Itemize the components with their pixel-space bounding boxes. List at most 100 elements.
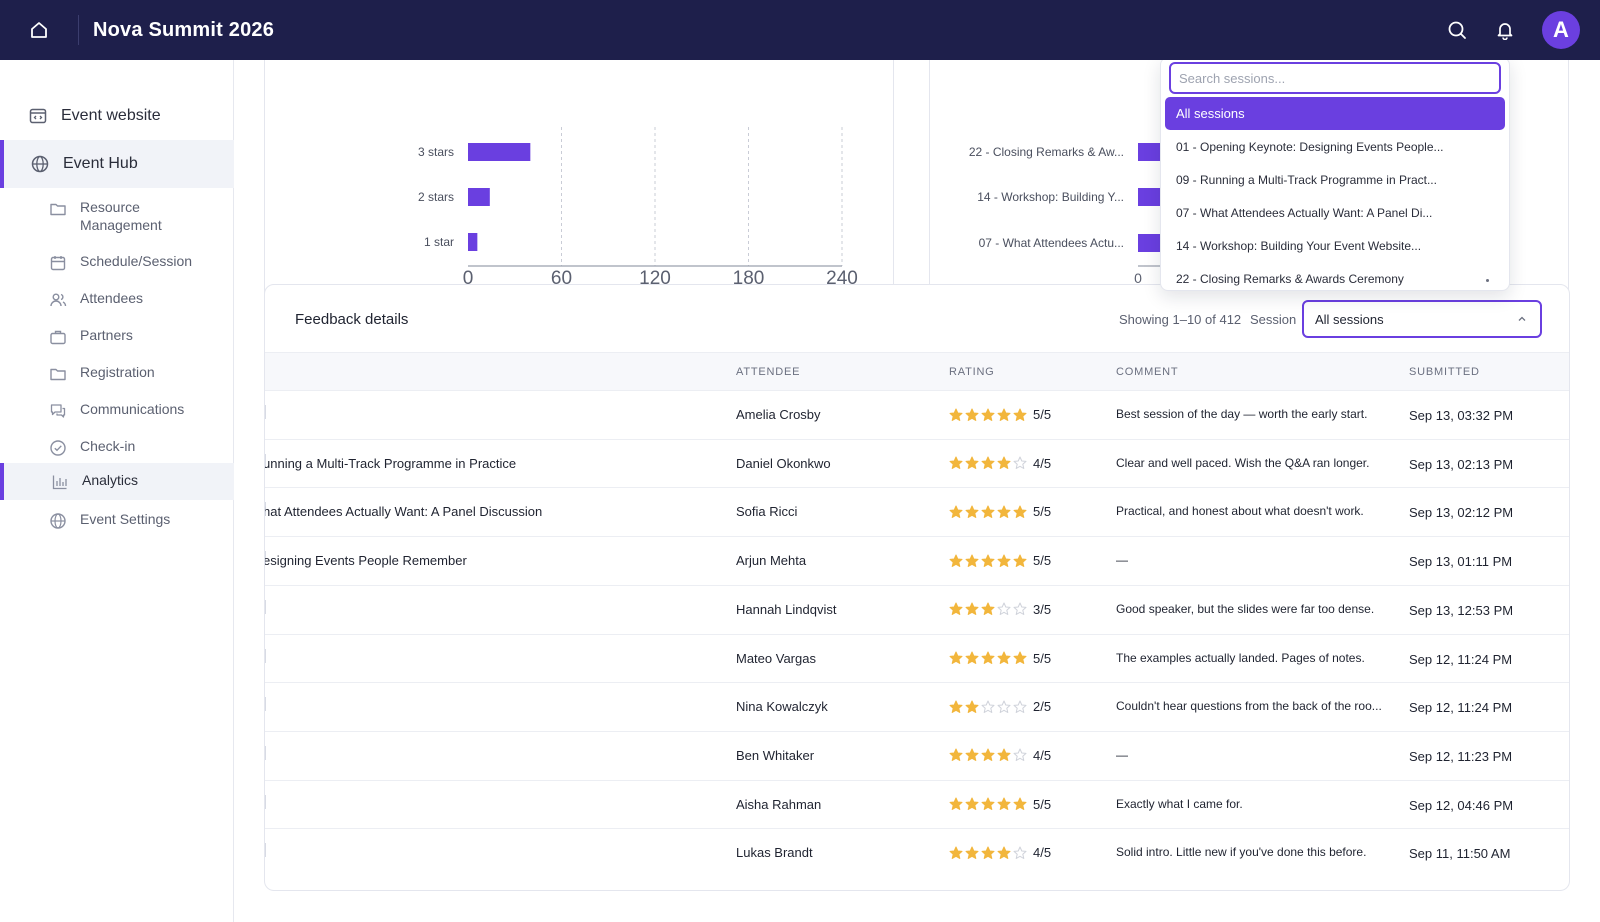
star-filled-icon: [965, 602, 979, 616]
sidebar: Event website Event Hub Resource Managem…: [0, 60, 234, 922]
table-row[interactable]: Amelia Crosby 5/5 Best session of the day …: [265, 390, 1569, 439]
column-header-comment[interactable]: COMMENT: [1116, 366, 1179, 378]
sidebar-item-label: Attendees: [80, 290, 144, 306]
session-option[interactable]: 14 - Workshop: Building Your Event Websi…: [1176, 238, 1422, 253]
star-empty-icon: [1013, 602, 1027, 616]
table-row[interactable]: unning a Multi-Track Programme in Practi…: [265, 438, 1569, 488]
bar-2-stars: [468, 188, 490, 206]
column-header-attendee[interactable]: ATTENDEE: [736, 366, 801, 378]
table-row[interactable]: Nina Kowalczyk 2/5 Couldn't hear questions…: [265, 682, 1569, 731]
session-option[interactable]: 22 - Closing Remarks & Awards Ceremony: [1176, 271, 1404, 286]
globe-icon: [48, 511, 68, 531]
comment-cell: Solid intro. Little new if you've done t…: [1116, 845, 1367, 860]
session-cell: esigning Events People Remember: [264, 553, 467, 569]
star-filled-icon: [949, 846, 963, 860]
table-row[interactable]: Ben Whitaker 4/5 — Sep 12, 11:23 PM: [265, 730, 1569, 780]
globe-icon: [29, 153, 51, 175]
submitted-cell: Sep 13, 03:32 PM: [1409, 408, 1514, 423]
x-tick-label: 120: [639, 268, 671, 289]
sidebar-item-event-website[interactable]: Event website: [0, 92, 234, 140]
star-rating: [949, 408, 1027, 422]
star-empty-icon: [1013, 456, 1027, 470]
sidebar-item-schedule-session[interactable]: Schedule/Session: [0, 252, 234, 276]
feedback-details-card: Feedback details Showing 1–10 of 412 Ses…: [264, 284, 1570, 891]
session-option-all[interactable]: All sessions: [1165, 97, 1505, 130]
star-filled-icon: [965, 748, 979, 762]
session-filter-label: Session: [1250, 312, 1297, 327]
rating-value: 2/5: [1033, 699, 1052, 715]
table-row[interactable]: hat Attendees Actually Want: A Panel Dis…: [265, 487, 1569, 536]
session-select[interactable]: All sessions: [1302, 300, 1542, 338]
submitted-cell: Sep 13, 01:11 PM: [1409, 554, 1513, 570]
star-empty-icon: [981, 700, 995, 714]
star-filled-icon: [997, 505, 1011, 519]
star-rating: [949, 554, 1027, 568]
star-filled-icon: [1013, 651, 1027, 665]
star-rating: [949, 505, 1027, 519]
table-row[interactable]: Hannah Lindqvist 3/5 Good speaker, but the…: [265, 584, 1569, 634]
sidebar-item-registration[interactable]: Registration: [0, 363, 234, 387]
avatar[interactable]: A: [1542, 11, 1580, 49]
session-option[interactable]: 09 - Running a Multi-Track Programme in …: [1176, 172, 1437, 187]
notifications-button[interactable]: [1494, 19, 1516, 41]
star-empty-icon: [1013, 846, 1027, 860]
comment-cell: Practical, and honest about what doesn't…: [1116, 504, 1364, 519]
rating-cell: 5/5: [949, 651, 1051, 666]
x-tick-label: 0: [1134, 270, 1142, 286]
attendee-cell: Mateo Vargas: [736, 650, 816, 666]
session-search-input[interactable]: [1169, 62, 1501, 94]
x-tick-label: 240: [826, 268, 858, 289]
sidebar-item-partners[interactable]: Partners: [0, 326, 234, 350]
calendar-icon: [48, 253, 68, 273]
star-rating: [949, 846, 1027, 860]
header-divider: [78, 15, 79, 45]
rating-value: 3/5: [1033, 601, 1052, 617]
sidebar-item-attendees[interactable]: Attendees: [0, 289, 234, 313]
star-filled-icon: [997, 651, 1011, 665]
briefcase-icon: [48, 327, 68, 347]
sidebar-item-resource-management[interactable]: Resource Management: [0, 198, 234, 244]
sidebar-item-label: Analytics: [82, 472, 139, 488]
session-option[interactable]: 01 - Opening Keynote: Designing Events P…: [1176, 139, 1444, 154]
column-header-submitted[interactable]: SUBMITTED: [1409, 366, 1480, 378]
category-label: 22 - Closing Remarks & Aw...: [969, 145, 1124, 159]
folder-icon: [48, 364, 68, 384]
submitted-cell: Sep 13, 02:13 PM: [1409, 456, 1514, 472]
star-rating: [949, 651, 1027, 665]
column-header-rating[interactable]: RATING: [949, 366, 995, 378]
category-label: 2 stars: [418, 190, 454, 204]
sidebar-item-analytics[interactable]: Analytics: [0, 463, 234, 500]
star-filled-icon: [997, 408, 1011, 422]
sidebar-item-event-hub[interactable]: Event Hub: [0, 140, 234, 188]
star-rating: [949, 602, 1027, 616]
star-filled-icon: [949, 456, 963, 470]
people-icon: [48, 290, 68, 310]
sidebar-item-check-in[interactable]: Check-in: [0, 437, 234, 461]
table-row[interactable]: Lukas Brandt 4/5 Solid intro. Little new i…: [265, 828, 1569, 877]
feedback-title: Feedback details: [295, 311, 409, 328]
sidebar-item-communications[interactable]: Communications: [0, 400, 234, 424]
rating-cell: 4/5: [949, 456, 1051, 471]
rating-cell: 5/5: [949, 797, 1051, 812]
table-row[interactable]: Aisha Rahman 5/5 Exactly what I came for. S…: [265, 779, 1569, 829]
sidebar-item-event-settings[interactable]: Event Settings: [0, 510, 234, 534]
attendee-cell: Nina Kowalczyk: [736, 699, 828, 715]
comment-cell: The examples actually landed. Pages of n…: [1116, 650, 1365, 665]
star-empty-icon: [1013, 700, 1027, 714]
home-button[interactable]: [0, 0, 78, 60]
check-circle-icon: [48, 438, 68, 458]
table-row[interactable]: esigning Events People Remember Arjun Meh…: [264, 536, 1569, 585]
row-divider: [265, 599, 266, 614]
sidebar-item-label: Resource Management: [80, 199, 162, 233]
star-filled-icon: [1013, 797, 1027, 811]
rating-cell: 5/5: [949, 407, 1051, 422]
table-row[interactable]: Mateo Vargas 5/5 The examples actually lan…: [265, 633, 1569, 683]
sidebar-item-label: Schedule/Session: [80, 253, 193, 269]
rating-value: 4/5: [1033, 747, 1052, 763]
rating-value: 5/5: [1033, 553, 1052, 569]
search-button[interactable]: [1446, 19, 1468, 41]
session-option[interactable]: 07 - What Attendees Actually Want: A Pan…: [1176, 205, 1433, 220]
star-filled-icon: [997, 554, 1011, 568]
submitted-cell: Sep 12, 11:24 PM: [1409, 651, 1513, 667]
row-divider: [265, 405, 266, 419]
